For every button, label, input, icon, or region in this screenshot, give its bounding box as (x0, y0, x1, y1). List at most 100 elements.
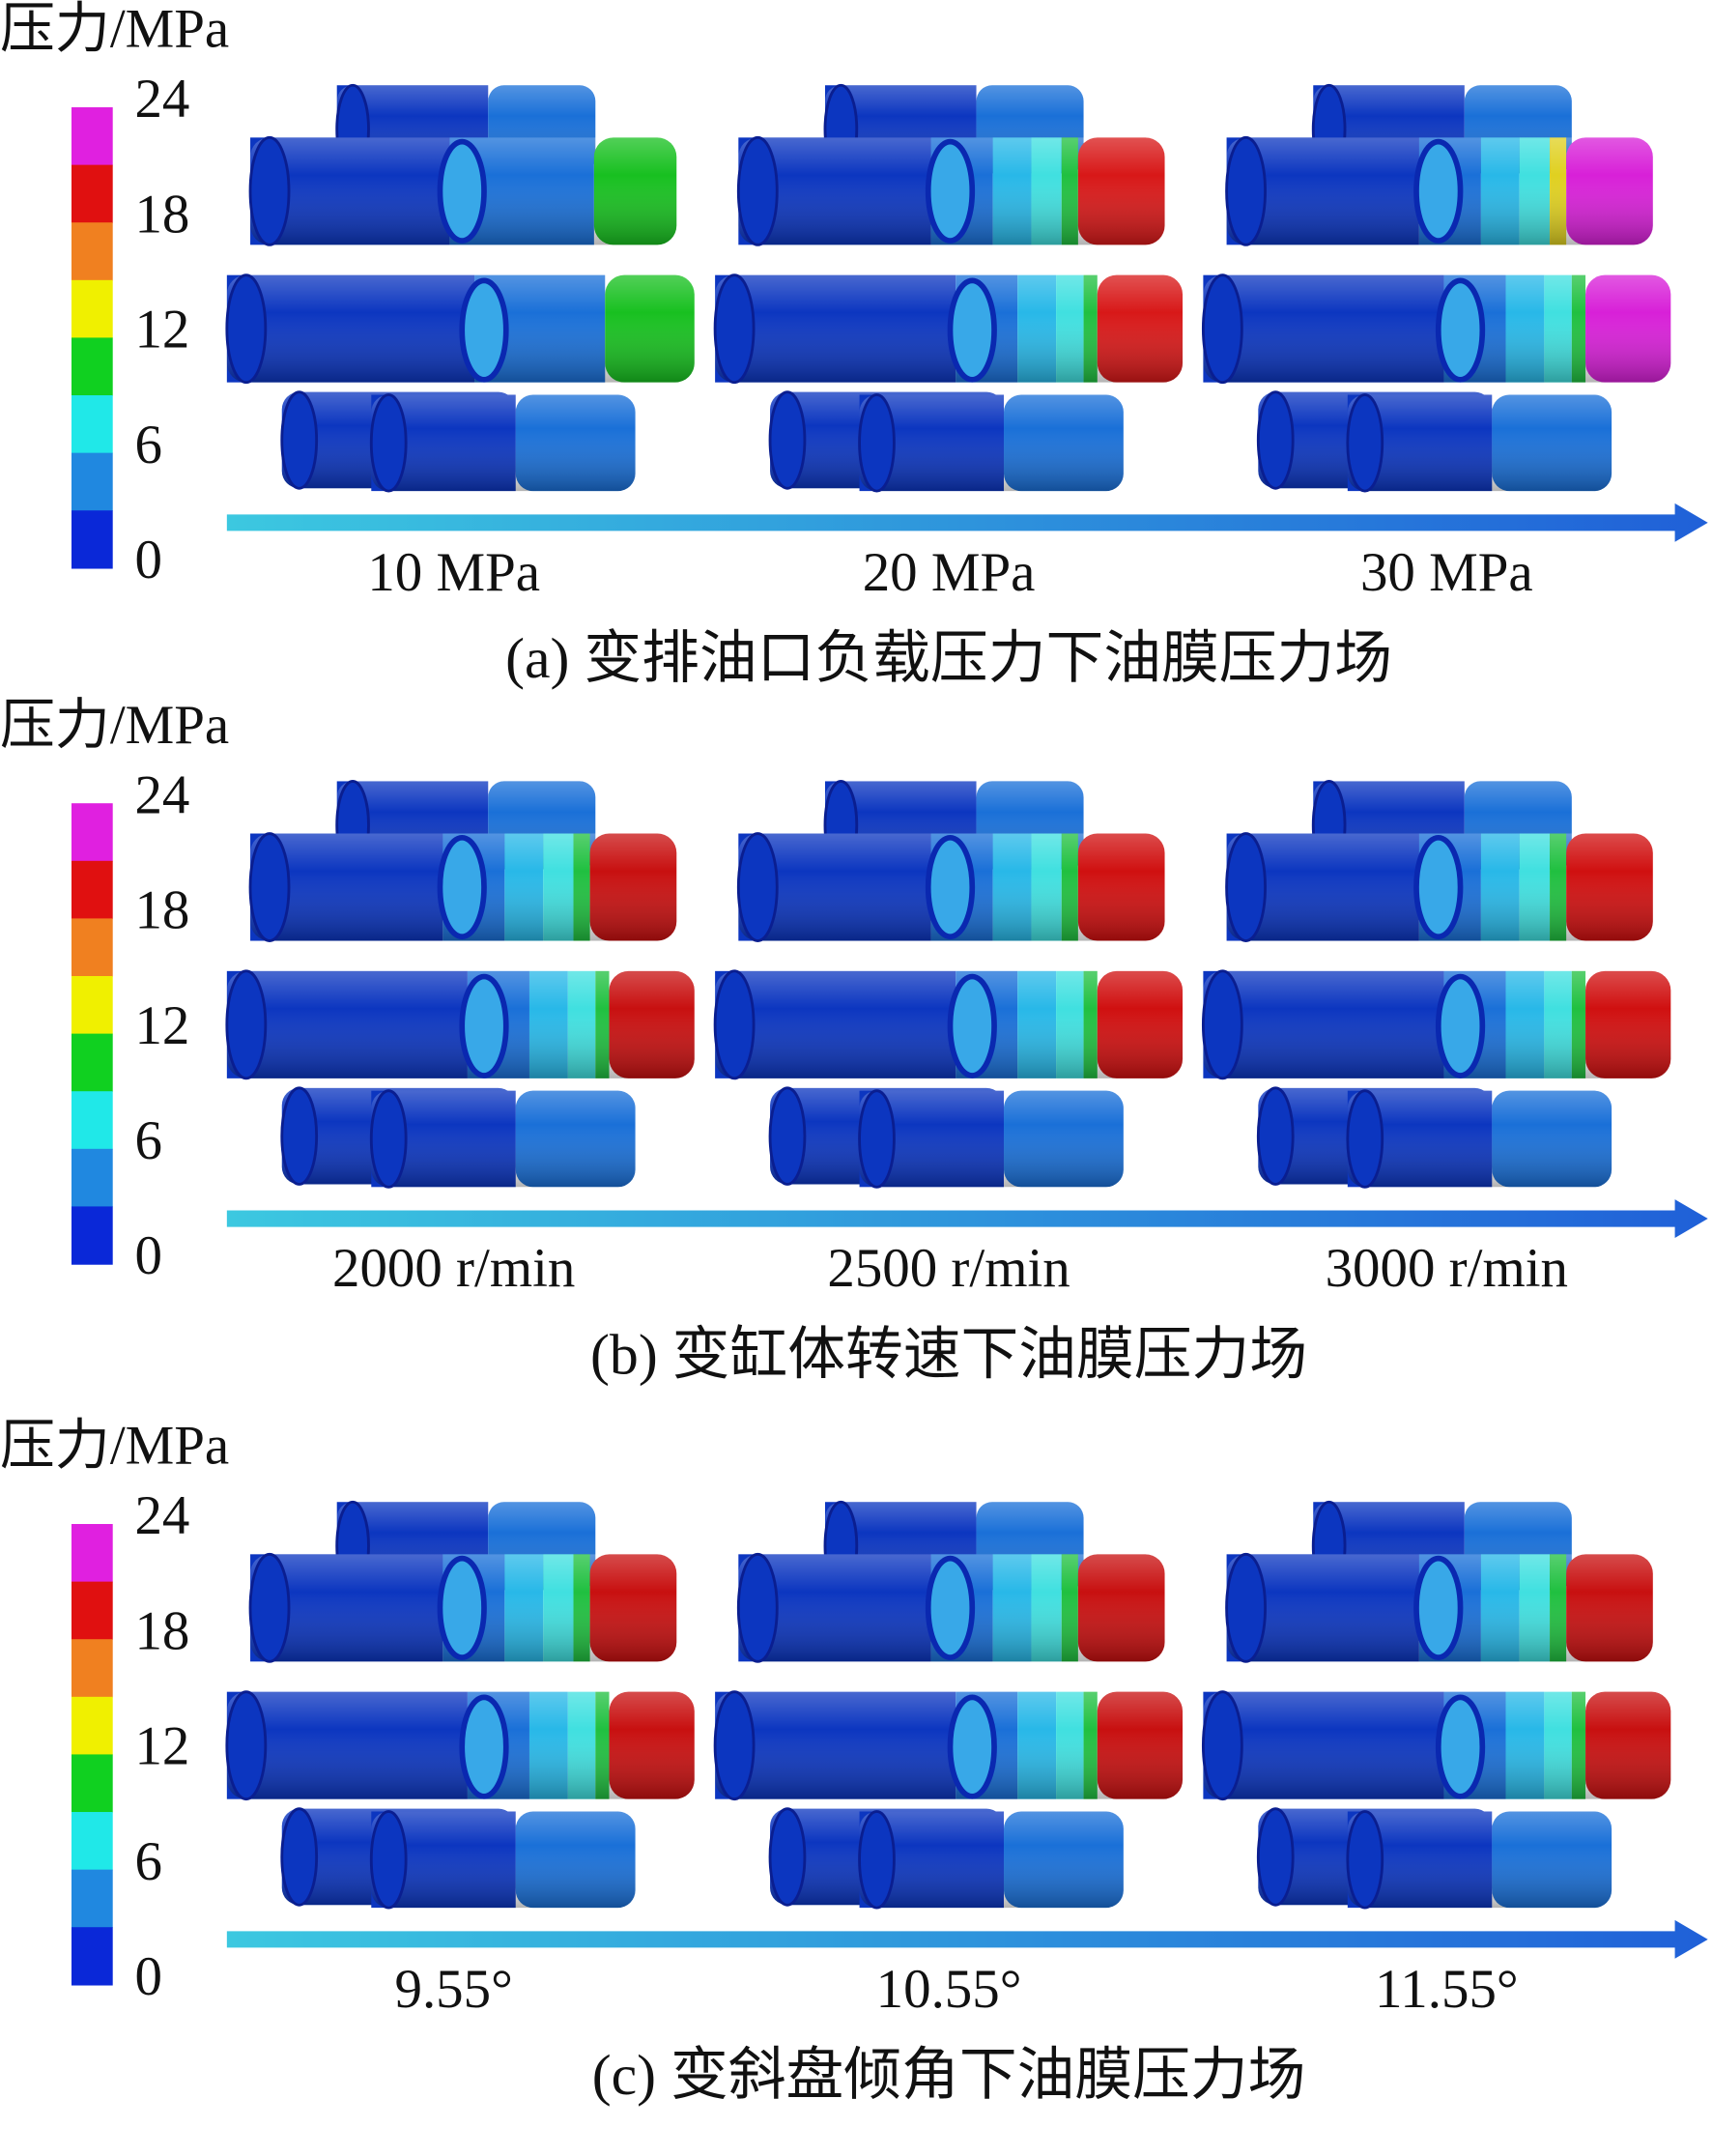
cylinder-cap (1256, 390, 1295, 490)
colorbar-tick-label: 12 (134, 300, 189, 360)
cylinder-cap (736, 135, 779, 246)
cylinder-opening (947, 973, 997, 1078)
cylinder (1225, 832, 1653, 942)
cylinder-opening (925, 1555, 976, 1660)
caption: (b) 变缸体转速下油膜压力场 (590, 1322, 1307, 1386)
cylinder-cap (1225, 1552, 1267, 1663)
cylinder-cap (280, 1807, 319, 1907)
colorbar-band (71, 337, 113, 396)
cylinder (248, 1552, 677, 1663)
colorbar-band (71, 510, 113, 569)
colorbar-tick-label: 18 (134, 880, 189, 941)
cylinder (225, 969, 695, 1080)
cylinder-shade (371, 394, 636, 492)
cylinder (858, 1810, 1124, 1910)
cylinder-cap (369, 1089, 408, 1189)
cylinder (1346, 393, 1612, 493)
colorbar-band (71, 1754, 113, 1813)
cylinder-cap (736, 1552, 779, 1663)
colorbar-tick-label: 12 (134, 995, 189, 1056)
cylinder-cap (1346, 1089, 1384, 1189)
cylinder-cap (736, 832, 779, 942)
colorbar-band (71, 452, 113, 511)
condition-label: 3000 r/min (1326, 1238, 1568, 1299)
colorbar-band (71, 1581, 113, 1640)
panel: 压力/MPa 24 18 12 6 0 10 MPa 20 MPa 30 MPa (a) 变排油口… (0, 0, 1708, 690)
colorbar-band (71, 1639, 113, 1698)
cylinder-opening (947, 277, 997, 383)
cylinder-opening (437, 138, 487, 244)
cylinder-shade (1347, 1090, 1612, 1188)
condition-label: 11.55° (1375, 1959, 1519, 2020)
colorbar-band (71, 222, 113, 281)
cylinder-cap (1346, 393, 1384, 493)
cylinder-cap (768, 390, 807, 490)
cylinder-cap (858, 1810, 896, 1910)
cylinder-opening (437, 834, 487, 940)
colorbar-tick-label: 0 (134, 530, 161, 590)
condition-label: 10.55° (876, 1959, 1022, 2020)
cylinder-opening (1413, 834, 1464, 940)
condition-label: 30 MPa (1360, 542, 1533, 603)
colorbar-band (71, 1869, 113, 1928)
colorbar-band (71, 1927, 113, 1986)
cylinder-cap (369, 1810, 408, 1910)
colorbar-tick-label: 24 (134, 69, 189, 129)
cylinder (1346, 1089, 1612, 1189)
colorbar-band (71, 279, 113, 339)
cylinder-cap (1201, 969, 1243, 1080)
condition-label: 2500 r/min (827, 1238, 1070, 1299)
cylinder (736, 1552, 1165, 1663)
colorbar-band (71, 1524, 113, 1583)
colorbar-band (71, 1696, 113, 1756)
caption: (c) 变斜盘倾角下油膜压力场 (592, 2043, 1306, 2107)
cylinder-opening (1413, 1555, 1464, 1660)
cylinder-shade (371, 1090, 636, 1188)
cylinder-cap (713, 1690, 756, 1801)
cylinder-cap (1346, 1810, 1384, 1910)
cylinder-cap (768, 1807, 807, 1907)
colorbar-tick-label: 0 (134, 1225, 161, 1286)
panel: 压力/MPa 24 18 12 6 0 9.55° 10.55° 11.55° (c) 变斜盘倾角… (0, 1416, 1708, 2107)
colorbar-tick-label: 18 (134, 1600, 189, 1661)
colorbar-tick-label: 12 (134, 1716, 189, 1777)
cylinder (858, 393, 1124, 493)
colorbar-band (71, 107, 113, 166)
cylinder-cap (280, 1086, 319, 1186)
cylinder-opening (925, 138, 976, 244)
colorbar-tick-label: 18 (134, 184, 189, 244)
colorbar-band (71, 1812, 113, 1871)
arrow (226, 503, 1708, 542)
cylinder-cap (248, 135, 291, 246)
cylinder-cap (225, 273, 268, 385)
cylinder-shade (1347, 1811, 1612, 1909)
colorbar-tick-label: 24 (134, 764, 189, 825)
cylinder-cap (858, 393, 896, 493)
colorbar-tick-label: 6 (134, 415, 161, 475)
colorbar-tick-label: 0 (134, 1946, 161, 2007)
cylinder-cap (1256, 1807, 1295, 1907)
cylinder-cap (713, 273, 756, 385)
cylinder-cap (225, 1690, 268, 1801)
cylinder-opening (1435, 973, 1486, 1078)
colorbar-band (71, 395, 113, 454)
colorbar-band (71, 164, 113, 223)
colorbar-title: 压力/MPa (0, 1416, 229, 1477)
colorbar-tick-label: 24 (134, 1485, 189, 1546)
colorbar-band (71, 803, 113, 862)
cylinder (369, 1810, 636, 1910)
colorbar-band (71, 1033, 113, 1092)
colorbar-band (71, 1091, 113, 1150)
cylinder-opening (437, 1555, 487, 1660)
cylinder-opening (459, 1694, 509, 1799)
colorbar-title: 压力/MPa (0, 0, 229, 60)
cylinder-cap (1225, 135, 1267, 246)
cylinder-opening (1435, 1694, 1486, 1799)
colorbar-tick-label: 6 (134, 1110, 161, 1171)
colorbar-title: 压力/MPa (0, 695, 229, 756)
cylinder (369, 1089, 636, 1189)
cylinder-shade (371, 1811, 636, 1909)
colorbar-band (71, 1206, 113, 1265)
cylinder (858, 1089, 1124, 1189)
